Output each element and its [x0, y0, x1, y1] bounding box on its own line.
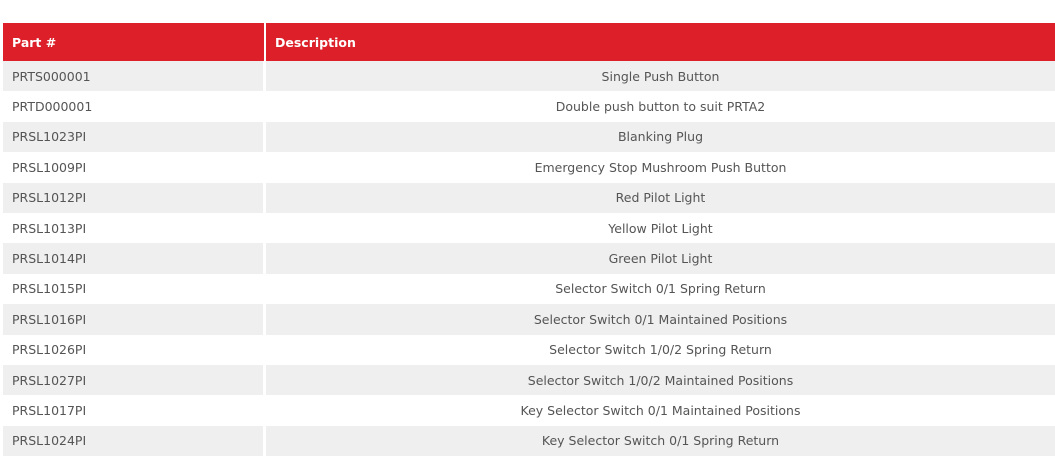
part-number: PRSL1016PI — [3, 304, 263, 335]
description: Key Selector Switch 0/1 Maintained Posit… — [520, 402, 801, 418]
description: Emergency Stop Mushroom Push Button — [534, 159, 787, 175]
table-row: PRSL1015PI Selector Switch 0/1 Spring Ret… — [3, 274, 1055, 304]
description: Single Push Button — [266, 61, 1055, 92]
table-row: PRSL1016PI Selector Switch 0/1 Maintained… — [3, 304, 1055, 335]
table-row: PRSL1014PI Green Pilot Light — [3, 243, 1055, 274]
table-row: PRSL1017PI Key Selector Switch 0/1 Mainta… — [3, 395, 1055, 425]
table-row: PRSL1024PI Key Selector Switch 0/1 Spring… — [3, 425, 1055, 457]
description: Green Pilot Light — [266, 243, 1055, 274]
description: Selector Switch 0/1 Spring Return — [555, 281, 766, 297]
table-header: Part # Description — [3, 23, 1055, 61]
table-row: PRSL1009PI Emergency Stop Mushroom Push B… — [3, 152, 1055, 182]
table-row: PRSL1023PI Blanking Plug — [3, 121, 1055, 153]
part-number: PRSL1024PI — [3, 425, 263, 457]
description: Double push button to suit PRTA2 — [555, 99, 766, 115]
description: Selector Switch 1/0/2 Maintained Positio… — [266, 364, 1055, 396]
table-row: PRTS000001 Single Push Button — [3, 61, 1055, 92]
part-number: PRSL1027PI — [3, 364, 263, 396]
part-number: PRSL1026PI — [12, 342, 87, 358]
part-number: PRSL1015PI — [12, 281, 87, 297]
part-number: PRSL1014PI — [3, 243, 263, 274]
description: Yellow Pilot Light — [608, 220, 713, 236]
description: Blanking Plug — [266, 121, 1055, 153]
description: Selector Switch 0/1 Maintained Positions — [266, 304, 1055, 335]
part-number: PRSL1009PI — [12, 159, 87, 175]
part-number: PRTS000001 — [3, 61, 263, 92]
description: Red Pilot Light — [266, 182, 1055, 213]
table-row: PRSL1027PI Selector Switch 1/0/2 Maintain… — [3, 364, 1055, 396]
table-row: PRSL1026PI Selector Switch 1/0/2 Spring R… — [3, 335, 1055, 365]
table-row: PRSL1013PI Yellow Pilot Light — [3, 213, 1055, 243]
parts-table: Part # Description PRTS000001 Single Push… — [3, 23, 1055, 457]
description: Selector Switch 1/0/2 Spring Return — [549, 342, 772, 358]
header-cell: Part # — [12, 34, 57, 50]
table-row: PRSL1012PI Red Pilot Light — [3, 182, 1055, 213]
part-number: PRSL1023PI — [3, 121, 263, 153]
part-number: PRSL1013PI — [12, 220, 87, 236]
part-number: PRSL1017PI — [12, 402, 87, 418]
description: Key Selector Switch 0/1 Spring Return — [266, 425, 1055, 457]
header-cell: Description — [264, 23, 1055, 61]
part-number: PRSL1012PI — [3, 182, 263, 213]
part-number: PRTD000001 — [12, 99, 93, 115]
table-row: PRTD000001 Double push button to suit PRT… — [3, 91, 1055, 121]
